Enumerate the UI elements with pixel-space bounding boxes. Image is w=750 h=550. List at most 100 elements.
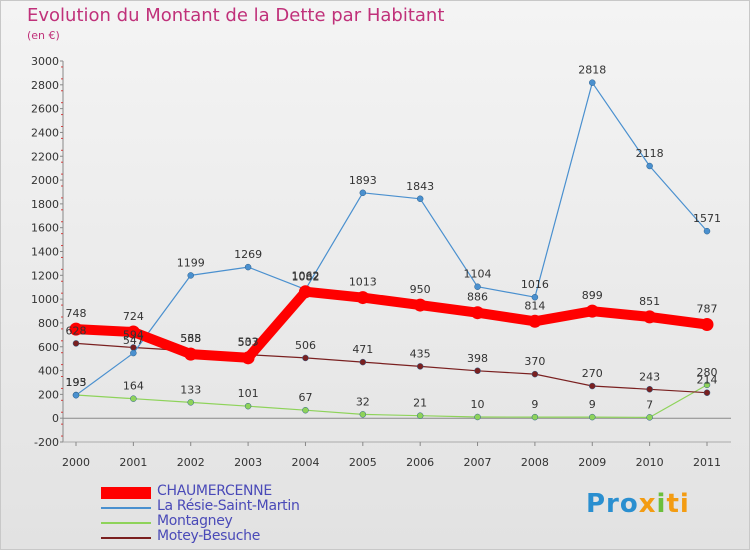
y-tick-label: -200 [34, 436, 59, 449]
y-tick-label: 3000 [31, 55, 59, 68]
data-point [531, 370, 539, 378]
y-tick-label: 800 [38, 317, 59, 330]
data-label: 10 [471, 398, 485, 411]
data-point [703, 227, 711, 235]
x-tick-label: 2006 [406, 456, 434, 469]
data-label: 950 [410, 283, 431, 296]
x-tick-label: 2007 [464, 456, 492, 469]
data-label: 195 [66, 376, 87, 389]
data-point [416, 363, 424, 370]
x-tick-label: 2003 [234, 456, 262, 469]
data-label: 748 [66, 307, 87, 320]
data-label: 243 [639, 370, 660, 383]
data-point [471, 306, 485, 320]
data-point [126, 325, 140, 339]
legend-swatch [101, 537, 151, 539]
data-label: 2818 [578, 64, 606, 77]
data-label: 193 [66, 376, 87, 389]
y-tick-label: 1000 [31, 293, 59, 306]
data-label: 435 [410, 347, 431, 360]
data-point [589, 413, 596, 421]
data-label: 21 [413, 397, 427, 410]
data-label: 370 [524, 355, 545, 368]
x-tick-label: 2001 [119, 456, 147, 469]
data-label: 565 [180, 332, 201, 345]
data-point [589, 79, 596, 86]
x-tick-label: 2005 [349, 456, 377, 469]
legend-label: CHAUMERCENNE [157, 483, 272, 499]
data-point [585, 304, 599, 318]
y-tick-label: 1400 [31, 246, 59, 259]
logo-part: Pro [586, 489, 639, 519]
data-point [241, 351, 255, 365]
data-label: 899 [582, 289, 603, 302]
data-label: 9 [589, 398, 596, 411]
x-tick-label: 2002 [177, 456, 205, 469]
data-point [643, 310, 657, 324]
data-point [416, 412, 424, 419]
data-point [528, 314, 542, 328]
data-point [187, 399, 194, 406]
x-tick-label: 2011 [693, 456, 721, 469]
data-label: 1062 [291, 270, 319, 283]
logo-part: x [638, 489, 657, 519]
data-point [69, 322, 83, 336]
y-tick-label: 2000 [31, 174, 59, 187]
data-label: 398 [467, 352, 488, 365]
data-label: 724 [123, 310, 144, 323]
data-label: 164 [123, 380, 144, 393]
data-label: 1269 [234, 248, 262, 261]
data-point [703, 381, 711, 389]
data-label: 133 [180, 383, 201, 396]
data-label: 1199 [177, 256, 205, 269]
data-label: 1104 [464, 268, 492, 281]
data-label: 32 [356, 395, 370, 408]
legend-swatch [101, 507, 151, 509]
y-tick-label: 1200 [31, 269, 59, 282]
data-label: 506 [295, 339, 316, 352]
data-point [646, 386, 653, 393]
legend-swatch [101, 522, 151, 524]
data-label: 787 [697, 302, 718, 315]
axes [60, 60, 731, 446]
y-tick-label: 2600 [31, 103, 59, 116]
proxiti-logo: Proxiti [586, 489, 690, 519]
data-point [700, 317, 714, 331]
data-label: 533 [238, 336, 259, 349]
data-label: 7 [646, 398, 653, 411]
y-tick-label: 1800 [31, 198, 59, 211]
data-label: 280 [697, 366, 718, 379]
data-point [413, 298, 427, 312]
legend-label: Motey-Besuche [157, 528, 261, 544]
logo-part: i [656, 489, 667, 519]
x-tick-label: 2008 [521, 456, 549, 469]
data-point [474, 413, 481, 421]
data-label: 1013 [349, 276, 377, 289]
x-tick-label: 2010 [636, 456, 664, 469]
y-tick-label: 1600 [31, 222, 59, 235]
series-layer [71, 82, 712, 418]
data-label: 594 [123, 328, 144, 341]
data-label: 507 [238, 336, 259, 349]
legend-label: Montagney [157, 513, 233, 529]
data-label: 2118 [636, 147, 664, 160]
series-line [75, 82, 708, 396]
data-point [356, 291, 370, 305]
legend-swatch [101, 487, 151, 499]
data-point [474, 283, 481, 290]
data-point [703, 389, 711, 396]
data-point [416, 195, 424, 203]
x-tick-label: 2004 [291, 456, 319, 469]
data-label: 270 [582, 367, 603, 380]
data-point [184, 347, 198, 361]
x-tick-label: 2000 [62, 456, 90, 469]
y-tick-label: 2400 [31, 126, 59, 139]
chart-title: Evolution du Montant de la Dette par Hab… [27, 5, 445, 26]
y-tick-label: 400 [38, 365, 59, 378]
y-tick-label: 2800 [31, 79, 59, 92]
data-point [474, 367, 481, 375]
data-point [359, 358, 367, 366]
series-line [71, 286, 712, 363]
y-tick-labels: -200 0 200 400 600 800 1000 1200 1400 1600 1800 200… [31, 55, 59, 449]
